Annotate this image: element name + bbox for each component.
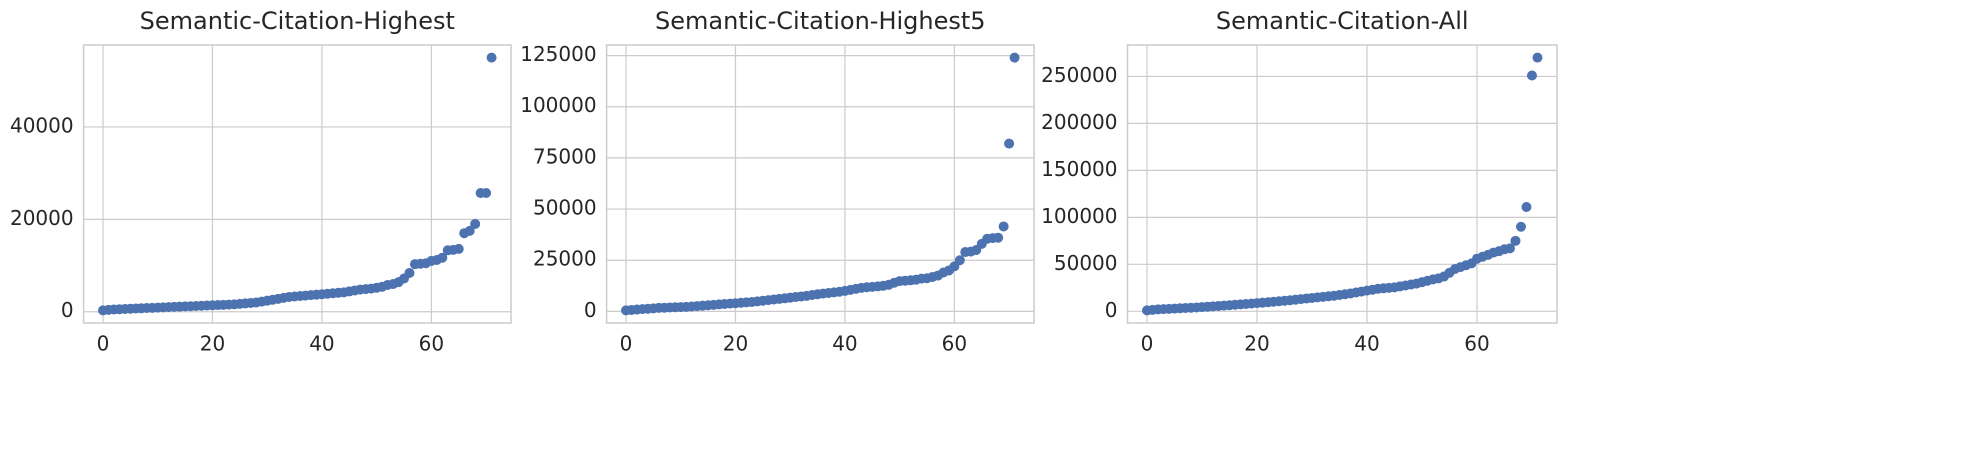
y-tick-label: 200000: [1041, 110, 1117, 134]
x-tick-label: 40: [1354, 332, 1379, 356]
chart-title: Semantic-Citation-Highest: [140, 7, 455, 35]
x-tick-label: 0: [620, 332, 633, 356]
chart-title: Semantic-Citation-All: [1216, 7, 1469, 35]
y-tick-label: 25000: [533, 247, 597, 271]
x-tick-label: 0: [1141, 332, 1154, 356]
axes-frame: [82, 44, 512, 324]
point: [1510, 235, 1521, 246]
x-tick-label: 20: [723, 332, 748, 356]
y-tick-label: 20000: [10, 206, 74, 230]
y-tick-label: 75000: [533, 144, 597, 168]
point: [954, 255, 965, 266]
y-tick-label: 0: [61, 298, 74, 322]
point: [998, 221, 1009, 232]
y-tick-label: 100000: [1041, 204, 1117, 228]
x-tick-label: 60: [419, 332, 444, 356]
x-tick-label: 40: [309, 332, 334, 356]
chart-title: Semantic-Citation-Highest5: [655, 7, 986, 35]
point: [993, 232, 1004, 243]
point: [1515, 221, 1526, 232]
point: [481, 188, 492, 199]
y-tick-label: 50000: [1054, 251, 1118, 275]
point: [404, 267, 415, 278]
point: [1532, 52, 1543, 63]
x-tick-label: 20: [1244, 332, 1269, 356]
y-tick-label: 0: [584, 298, 597, 322]
x-tick-label: 60: [942, 332, 967, 356]
x-tick-label: 0: [97, 332, 110, 356]
axes-frame: [605, 44, 1035, 324]
point: [1009, 52, 1020, 63]
point: [1504, 243, 1515, 254]
point: [1521, 202, 1532, 213]
x-tick-label: 20: [200, 332, 225, 356]
point: [486, 52, 497, 63]
y-tick-label: 0: [1105, 298, 1118, 322]
y-tick-label: 150000: [1041, 157, 1117, 181]
y-tick-label: 250000: [1041, 63, 1117, 87]
x-tick-label: 40: [832, 332, 857, 356]
x-tick-label: 60: [1464, 332, 1489, 356]
axes-frame: [1126, 44, 1558, 324]
point: [470, 218, 481, 229]
y-tick-label: 40000: [10, 113, 74, 137]
y-tick-label: 100000: [520, 93, 596, 117]
point: [453, 243, 464, 254]
point: [437, 252, 448, 263]
y-tick-label: 125000: [520, 42, 596, 66]
point: [1526, 70, 1537, 81]
point: [464, 225, 475, 236]
point: [1004, 138, 1015, 149]
y-tick-label: 50000: [533, 196, 597, 220]
